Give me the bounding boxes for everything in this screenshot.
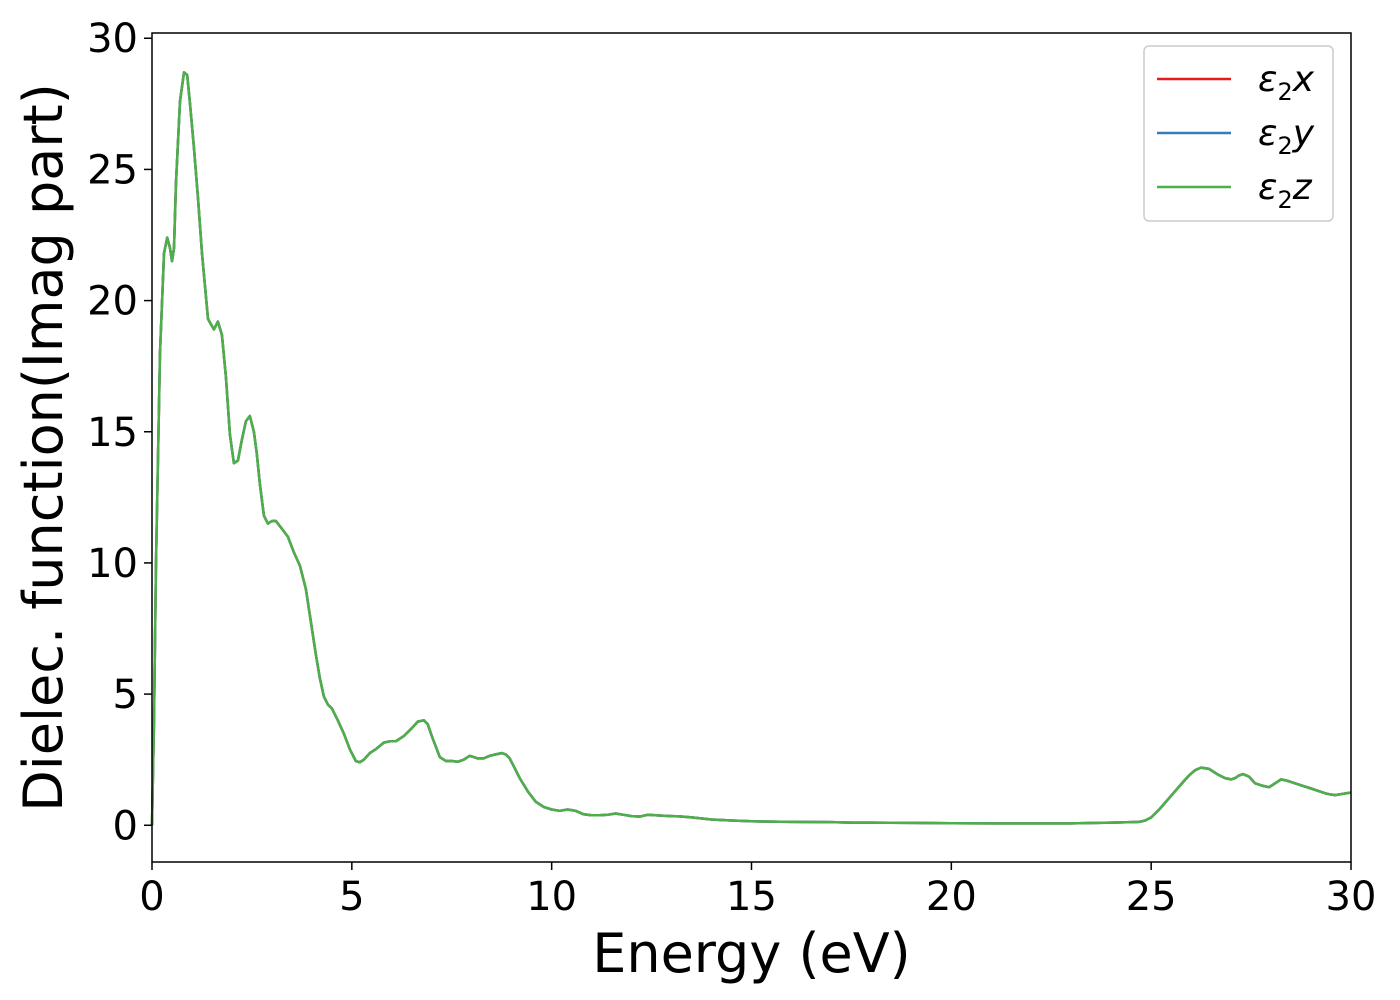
x-tick-label: 5 bbox=[339, 874, 364, 920]
legend: ε2x ε2y ε2z bbox=[1143, 45, 1334, 222]
y-tick-label: 30 bbox=[87, 16, 138, 62]
y-tick-label: 20 bbox=[87, 279, 138, 325]
y-tick-label: 0 bbox=[113, 803, 138, 849]
x-tick-label: 25 bbox=[1126, 874, 1177, 920]
x-tick-label: 0 bbox=[139, 874, 164, 920]
y-tick-label: 10 bbox=[87, 541, 138, 587]
y-tick-label: 15 bbox=[87, 410, 138, 456]
legend-label-x: ε2x bbox=[1258, 59, 1315, 106]
x-axis: 0 5 10 15 20 25 30 bbox=[139, 862, 1376, 920]
series-layer bbox=[150, 71, 1352, 826]
legend-frame bbox=[1143, 45, 1334, 222]
y-tick-label: 5 bbox=[113, 672, 138, 718]
y-axis: 0 5 10 15 20 25 30 bbox=[87, 16, 152, 849]
x-axis-label: Energy (eV) bbox=[592, 922, 911, 985]
legend-label-y: ε2y bbox=[1258, 113, 1315, 160]
series-line-z bbox=[150, 71, 1352, 826]
x-tick-label: 20 bbox=[926, 874, 977, 920]
x-tick-label: 10 bbox=[526, 874, 577, 920]
y-tick-label: 25 bbox=[87, 147, 138, 193]
y-axis-label: Dielec. function(Imag part) bbox=[12, 83, 75, 812]
legend-label-z: ε2z bbox=[1258, 167, 1313, 214]
x-tick-label: 30 bbox=[1326, 874, 1377, 920]
x-tick-label: 15 bbox=[726, 874, 777, 920]
